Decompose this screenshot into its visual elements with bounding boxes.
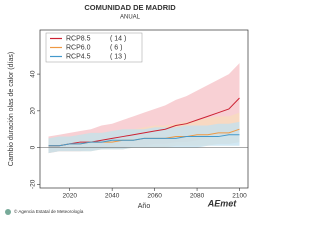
y-tick-label: 20 (30, 107, 37, 115)
legend-label: RCP8.5 (66, 35, 91, 42)
y-tick-label: -20 (30, 179, 37, 189)
x-tick-label: 2040 (105, 193, 120, 200)
series-line (48, 134, 240, 147)
x-tick-label: 2080 (190, 193, 205, 200)
x-tick-label: 2100 (232, 193, 247, 200)
chart-subtitle: ANUAL (120, 15, 141, 21)
legend-label: RCP6.0 (66, 44, 91, 51)
legend-note: ( 13 ) (110, 53, 126, 60)
legend-label: RCP4.5 (66, 53, 91, 60)
chart: COMUNIDAD DE MADRID ANUAL Cambio duració… (5, 3, 249, 215)
y-tick-label: 0 (30, 145, 37, 149)
uncertainty-band (48, 121, 240, 154)
chart-title: COMUNIDAD DE MADRID (84, 3, 176, 12)
footer-icon (5, 209, 11, 215)
logo: AEmet (207, 198, 238, 208)
x-tick-label: 2020 (62, 193, 77, 200)
y-tick-label: 40 (30, 70, 37, 78)
legend-note: ( 14 ) (110, 35, 126, 42)
legend-note: ( 6 ) (110, 44, 122, 51)
x-tick-label: 2060 (147, 193, 162, 200)
x-axis-label: Año (138, 203, 151, 210)
footer: © Agencia Estatal de Meteorología (14, 208, 84, 214)
y-axis-label: Cambio duración olas de calor (días) (8, 52, 15, 166)
series-line (48, 97, 240, 147)
